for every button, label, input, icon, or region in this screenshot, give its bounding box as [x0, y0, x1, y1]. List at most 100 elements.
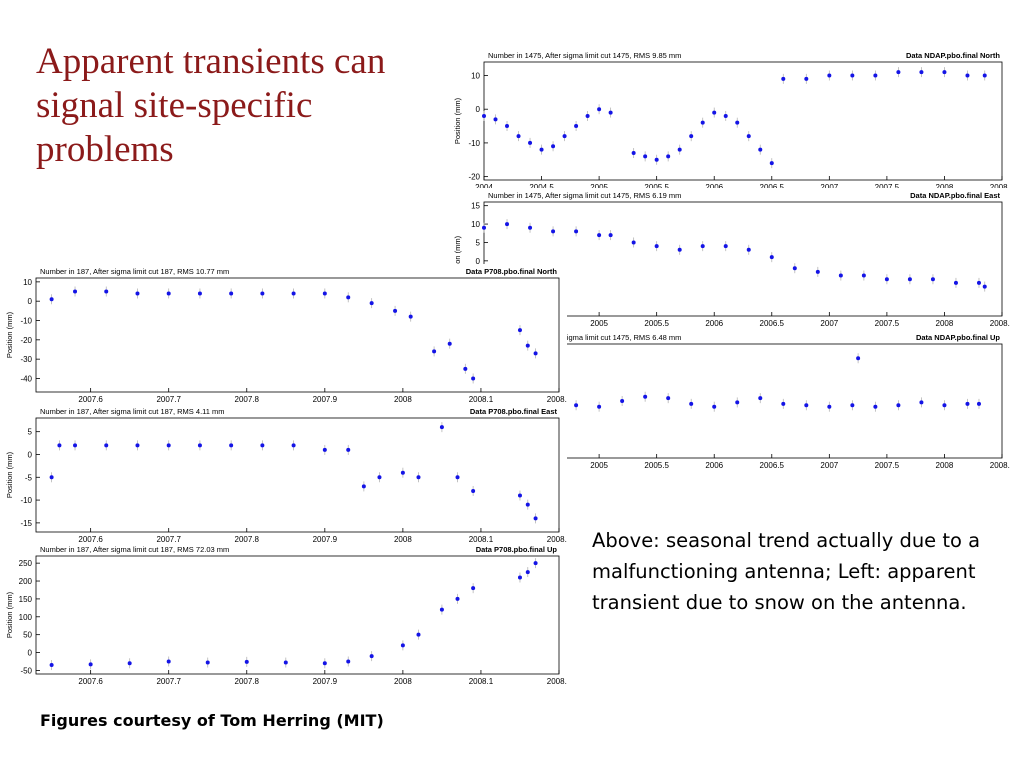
x-tick-label: 2006 — [705, 183, 723, 192]
plot-frame — [483, 201, 1003, 317]
x-tick-label: 2007.6 — [78, 395, 103, 404]
data-point — [597, 404, 602, 409]
y-tick-label: -20 — [468, 173, 480, 182]
data-point — [551, 144, 556, 149]
data-point — [620, 399, 625, 403]
x-tick-label: 2005 — [590, 319, 608, 328]
data-point — [746, 134, 751, 139]
x-tick-label: 2008 — [936, 319, 954, 328]
data-point — [758, 396, 763, 401]
y-axis-label: Position (mm) — [453, 235, 462, 282]
plot-frame — [483, 61, 1003, 181]
data-point — [827, 73, 832, 78]
data-point — [408, 314, 413, 319]
data-point — [291, 443, 296, 448]
data-point — [551, 229, 556, 234]
p708-up-panel: Number in 187, After sigma limit cut 187… — [0, 542, 567, 692]
y-tick-label: 100 — [19, 613, 33, 622]
y-tick-label: 0 — [476, 257, 481, 266]
data-point — [439, 425, 444, 430]
p708-east-panel: Number in 187, After sigma limit cut 187… — [0, 404, 567, 550]
data-point — [493, 117, 498, 122]
x-tick-label: 2007.6 — [78, 535, 103, 544]
y-tick-label: -10 — [468, 139, 480, 148]
data-point — [516, 134, 521, 139]
x-tick-label: 2005 — [590, 461, 608, 470]
data-point — [463, 366, 468, 371]
p708-north-panel: Number in 187, After sigma limit cut 187… — [0, 264, 567, 410]
data-point — [896, 70, 901, 75]
header-right: Data P708.pbo.final East — [470, 407, 558, 416]
header-left: Number in 187, After sigma limit cut 187… — [40, 545, 229, 554]
data-point — [57, 443, 62, 448]
header-left: Number in 1475, After sigma limit cut 14… — [488, 333, 681, 342]
data-point — [377, 475, 382, 480]
data-point — [769, 161, 774, 166]
data-point — [861, 273, 866, 278]
y-axis-label: Position (mm) — [5, 591, 14, 638]
data-point — [432, 349, 437, 354]
data-point — [965, 401, 970, 406]
data-point — [127, 661, 132, 666]
x-tick-label: 2007 — [820, 461, 838, 470]
data-point — [677, 247, 682, 252]
data-point — [850, 73, 855, 78]
p708-east-chart: Number in 187, After sigma limit cut 187… — [5, 407, 567, 544]
x-tick-label: 2008 — [394, 535, 412, 544]
data-point — [919, 70, 924, 75]
y-tick-label: 50 — [23, 631, 32, 640]
data-point — [856, 356, 861, 361]
data-point — [346, 447, 351, 452]
data-point — [689, 401, 694, 406]
data-point — [400, 643, 405, 648]
data-point — [244, 659, 249, 664]
ndap-north-panel: Number in 1475, After sigma limit cut 14… — [448, 48, 1010, 198]
x-tick-label: 2008.5 — [990, 461, 1010, 470]
y-tick-label: 10 — [471, 220, 480, 229]
y-tick-label: 250 — [19, 559, 33, 568]
data-point — [735, 400, 740, 405]
data-point — [505, 222, 510, 227]
y-tick-label: 0 — [28, 297, 33, 306]
x-tick-label: 2004.5 — [529, 183, 554, 192]
data-point — [104, 443, 109, 448]
data-point — [942, 70, 947, 75]
data-point — [471, 586, 476, 591]
x-tick-label: 2007.7 — [156, 395, 181, 404]
header-right: Data P708.pbo.final North — [466, 267, 558, 276]
header-left: Number in 1475, After sigma limit cut 14… — [488, 51, 681, 60]
data-point — [197, 443, 202, 448]
x-tick-label: 2007.9 — [313, 677, 338, 686]
data-point — [322, 661, 327, 666]
data-point — [631, 151, 636, 156]
data-point — [260, 443, 265, 448]
data-point — [608, 110, 613, 115]
x-tick-label: 2007.8 — [235, 395, 260, 404]
x-tick-label: 2006 — [705, 319, 723, 328]
data-point — [205, 660, 210, 665]
header-left: Number in 187, After sigma limit cut 187… — [40, 407, 225, 416]
data-point — [666, 154, 671, 159]
data-point — [643, 394, 648, 399]
data-point — [525, 570, 530, 575]
y-tick-label: -20 — [20, 336, 32, 345]
data-point — [758, 147, 763, 152]
data-point — [907, 277, 912, 282]
data-point — [873, 73, 878, 78]
data-point — [781, 76, 786, 81]
data-point — [982, 73, 987, 78]
x-tick-label: 2008.2 — [547, 395, 567, 404]
x-tick-label: 2007.8 — [235, 535, 260, 544]
data-point — [346, 295, 351, 300]
data-point — [608, 233, 613, 238]
y-tick-label: -50 — [20, 666, 32, 675]
data-point — [700, 244, 705, 249]
data-point — [539, 147, 544, 152]
credit: Figures courtesy of Tom Herring (MIT) — [40, 711, 384, 730]
data-point — [283, 660, 288, 665]
x-tick-label: 2008.5 — [990, 319, 1010, 328]
data-point — [525, 502, 530, 507]
y-tick-label: 0 — [28, 649, 33, 658]
data-point — [976, 280, 981, 285]
header-left: Number in 1475, After sigma limit cut 14… — [488, 191, 681, 200]
